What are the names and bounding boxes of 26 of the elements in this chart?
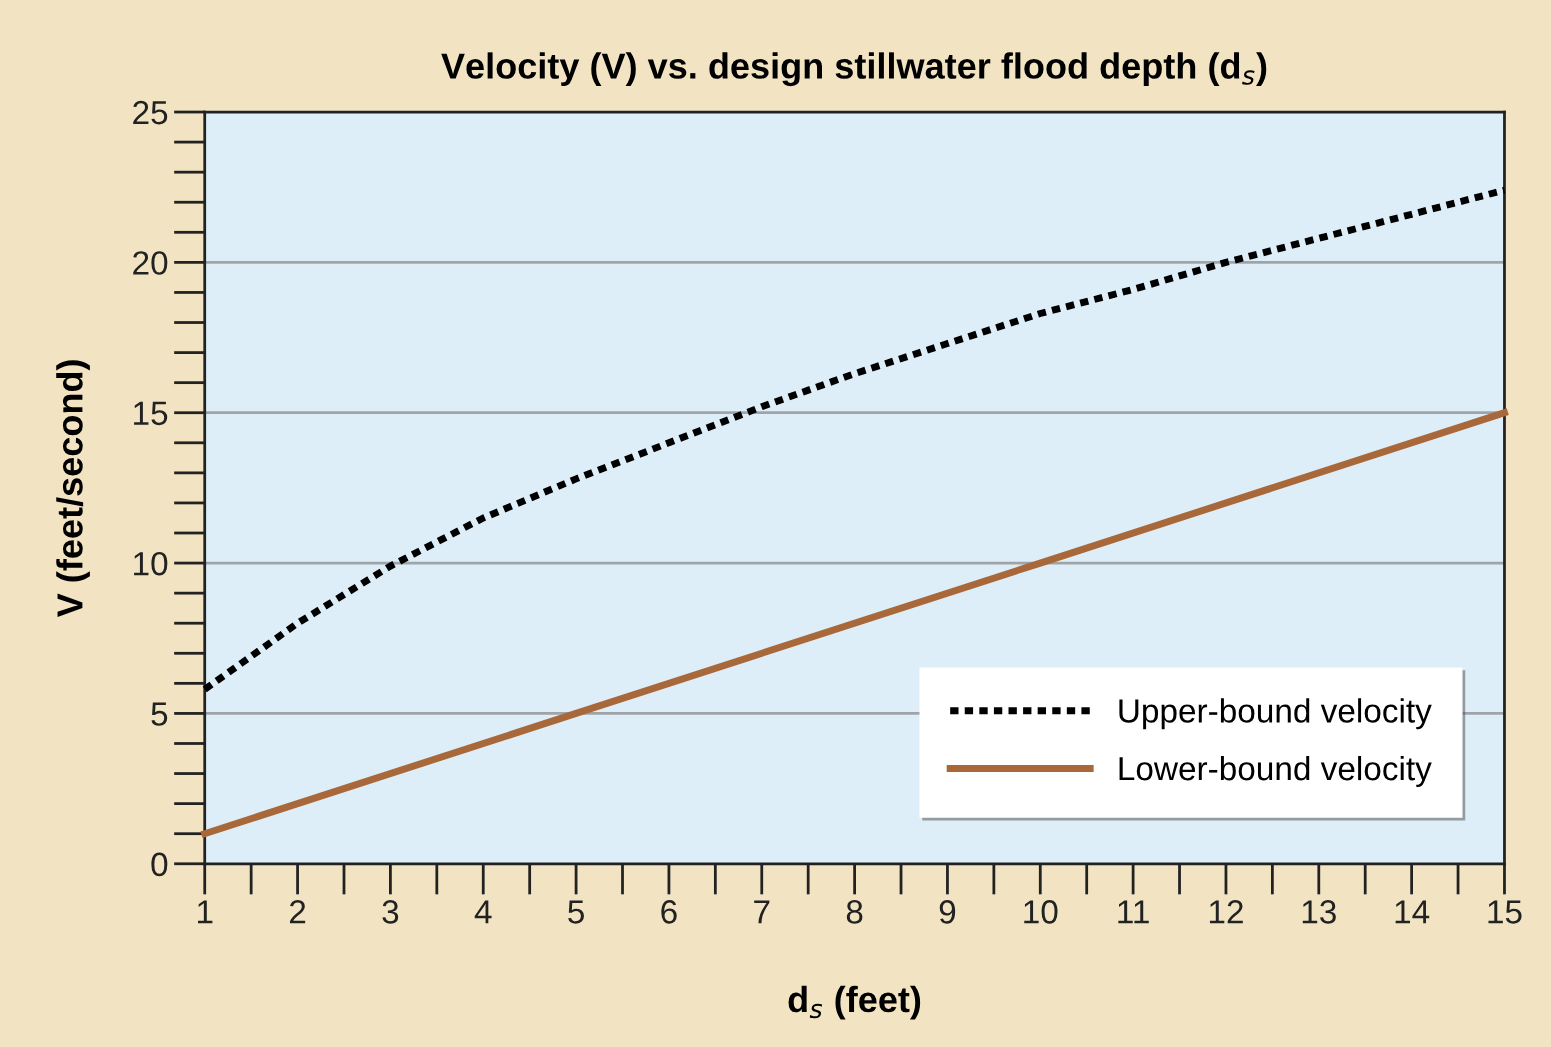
x-tick-label: 14 [1395, 900, 1430, 924]
x-axis-title: d$_{s}$ (feet) [788, 985, 921, 1020]
x-tick-label: 9 [939, 900, 956, 924]
x-tick-label: 15 [1488, 900, 1522, 924]
x-tick-label: 6 [661, 900, 677, 924]
y-tick-label: 0 [151, 852, 168, 877]
y-tick-label: 5 [151, 702, 168, 726]
y-tick-label: 10 [134, 551, 168, 576]
x-tick-label: 5 [568, 900, 584, 924]
legend-label: Upper-bound velocity [1119, 698, 1432, 730]
x-tick-label: 2 [289, 900, 306, 924]
x-tick-label: 11 [1118, 900, 1149, 924]
chart-title: Velocity (V) vs. design stillwater flood depth (d$_{s}$) [441, 52, 1267, 87]
x-tick-label: 7 [754, 900, 770, 924]
y-tick-label: 15 [134, 401, 168, 426]
y-tick-label: 25 [133, 100, 168, 125]
x-tick-label: 12 [1209, 900, 1243, 924]
x-tick-label: 1 [198, 900, 213, 924]
x-tick-label: 3 [382, 900, 399, 924]
x-tick-label: 10 [1024, 900, 1058, 924]
y-axis-title: V (feet/second) [56, 360, 90, 618]
x-tick-label: 13 [1302, 900, 1336, 924]
y-tick-label: 20 [133, 251, 168, 275]
x-tick-label: 8 [846, 900, 863, 924]
x-tick-label: 4 [474, 900, 492, 924]
legend-label: Lower-bound velocity [1119, 755, 1432, 788]
